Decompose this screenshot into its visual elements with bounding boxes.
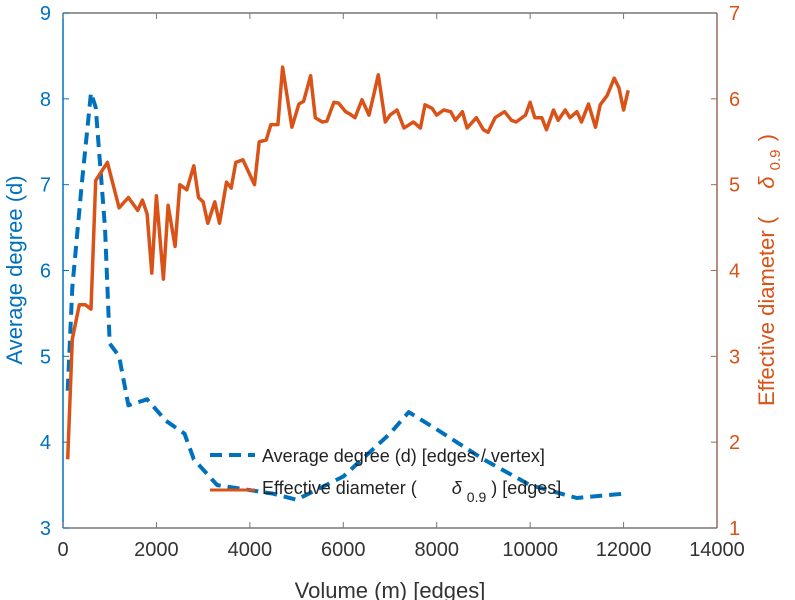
y-right-label-symbol: δ xyxy=(754,176,779,189)
y-axis-left-label: Average degree (d) xyxy=(2,175,27,364)
legend-label-symbol: δ xyxy=(452,478,463,498)
y-left-tick-label: 4 xyxy=(40,432,51,454)
legend-label-average-degree: Average degree (d) [edges / vertex] xyxy=(262,446,545,466)
x-tick-label: 10000 xyxy=(502,539,558,561)
legend-label-prefix: Effective diameter ( xyxy=(262,478,417,498)
x-tick-label: 12000 xyxy=(596,539,652,561)
x-tick-label: 0 xyxy=(57,539,68,561)
y-right-label-sub: 0.9 xyxy=(767,149,784,170)
y-right-tick-label: 7 xyxy=(729,3,740,25)
legend-label-suffix: ) [edges] xyxy=(491,478,561,498)
series-average-degree-line xyxy=(65,90,624,502)
y-right-tick-label: 3 xyxy=(729,346,740,368)
tick-labels: 0 2000 4000 6000 8000 10000 12000 14000 3 4 5 6 7 8 9 1… xyxy=(40,3,745,561)
x-tick-label: 4000 xyxy=(228,539,273,561)
y-right-tick-label: 5 xyxy=(729,175,740,197)
plot-area xyxy=(65,65,630,502)
legend-label-effective-diameter: Effective diameter ( δ 0.9 ) [edges] xyxy=(262,478,561,506)
legend: Average degree (d) [edges / vertex] Effe… xyxy=(210,446,561,506)
y-right-tick-label: 2 xyxy=(729,432,740,454)
y-left-tick-label: 9 xyxy=(40,3,51,25)
x-tick-label: 8000 xyxy=(414,539,459,561)
legend-label-sub: 0.9 xyxy=(467,489,487,505)
y-right-tick-label: 1 xyxy=(729,518,740,540)
y-axis-right-label: Effective diameter ( δ 0.9 ) xyxy=(754,134,785,406)
x-axis-label: Volume (m) [edges] xyxy=(295,578,486,600)
y-right-tick-label: 6 xyxy=(729,89,740,111)
y-left-tick-label: 5 xyxy=(40,346,51,368)
y-left-tick-label: 3 xyxy=(40,518,51,540)
y-right-label-prefix: Effective diameter ( xyxy=(754,216,779,406)
x-tick-label: 6000 xyxy=(321,539,366,561)
series-effective-diameter-line xyxy=(65,65,630,460)
y-left-tick-label: 6 xyxy=(40,261,51,283)
x-tick-label: 2000 xyxy=(134,539,179,561)
y-left-tick-label: 8 xyxy=(40,89,51,111)
y-left-tick-label: 7 xyxy=(40,175,51,197)
axes xyxy=(62,12,718,529)
x-tick-label: 14000 xyxy=(689,539,745,561)
y-right-label-suffix: ) xyxy=(754,134,779,141)
y-right-tick-label: 4 xyxy=(729,261,740,283)
